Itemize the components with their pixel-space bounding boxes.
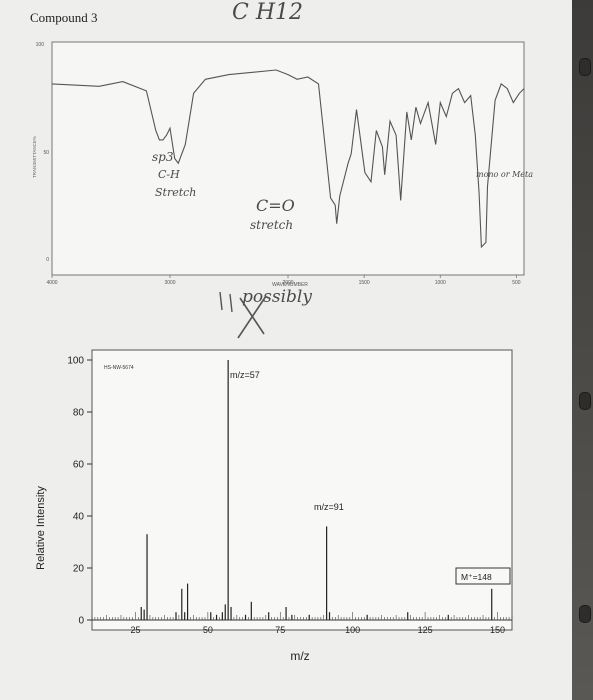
- ms-x-tick-label: 50: [203, 625, 213, 635]
- ir-spectrum-chart: 100 50 0 TRANSMITTANCE% 4000 3000 2000 1500…: [32, 41, 525, 288]
- ms-y-tick-label: 100: [67, 356, 84, 367]
- ir-y-top-label: 100: [36, 42, 45, 48]
- ir-y-axis-label: TRANSMITTANCE%: [32, 136, 37, 178]
- ir-x-ticks: 4000 3000 2000 1500 1000 500: [46, 275, 521, 286]
- ir-note-ch: C-H: [158, 168, 180, 181]
- ir-spectrum-line: [51, 69, 525, 249]
- binder-clip-bottom: [579, 605, 591, 623]
- compound-label: Compound 3: [30, 10, 98, 25]
- ms-y-axis-label: Relative Intensity: [35, 486, 47, 570]
- ir-x-tick-label: 500: [512, 280, 521, 286]
- ms-source-id: HS-NW-5674: [104, 365, 134, 371]
- formula-note: C H12: [232, 0, 304, 25]
- ir-y-bottom-label: 0: [46, 257, 49, 263]
- ir-note-possibly: possibly: [242, 287, 312, 307]
- ms-y-tick-label: 20: [73, 564, 85, 575]
- mass-spectrum-chart: 0 20 40 60 80 100 25 50 75 100 125 150 Relative In…: [35, 349, 513, 663]
- ms-annot-57: m/z=57: [230, 370, 260, 380]
- ms-x-ticks: 25 50 75 100 125 150: [91, 612, 513, 635]
- ir-note-stretch: Stretch: [155, 186, 197, 199]
- ms-y-tick-label: 40: [73, 512, 85, 523]
- ms-x-tick-label: 150: [490, 625, 505, 635]
- ir-note-sp3: sp3: [152, 150, 174, 164]
- ms-y-tick-label: 60: [73, 460, 85, 471]
- ir-x-tick-label: 1000: [435, 280, 446, 286]
- ir-note-co: C=O: [256, 196, 295, 215]
- ms-mplus-box: [455, 567, 511, 585]
- ir-x-tick-label: 3000: [164, 280, 175, 286]
- ir-note-mono-meta: mono or Meta: [476, 170, 534, 179]
- ir-x-tick-label: 1500: [359, 280, 370, 286]
- ms-annot-mplus: M⁺=148: [461, 572, 492, 582]
- binder-clip-middle: [579, 392, 591, 410]
- binder-clip-top: [579, 58, 591, 76]
- ir-x-axis-label: WAVENUMBER: [272, 282, 308, 288]
- table-edge: [572, 0, 593, 700]
- ms-plot-frame: [91, 349, 513, 631]
- ms-y-ticks: 0 20 40 60 80 100: [67, 356, 92, 627]
- ms-x-tick-label: 25: [130, 625, 140, 635]
- ms-y-tick-label: 0: [78, 616, 84, 627]
- handwritten-cross: [219, 291, 267, 339]
- ir-note-co-stretch: stretch: [250, 218, 294, 232]
- ms-y-tick-label: 80: [73, 408, 85, 419]
- ms-x-tick-label: 100: [345, 625, 360, 635]
- ir-x-tick-label: 2000: [282, 280, 293, 286]
- ms-x-axis-label: m/z: [290, 649, 309, 663]
- ms-x-tick-label: 125: [418, 625, 433, 635]
- ir-y-mid-label: 50: [43, 150, 49, 156]
- ir-plot-frame: [51, 41, 525, 276]
- ms-peaks: [140, 360, 493, 620]
- ms-annot-91: m/z=91: [314, 502, 344, 512]
- ir-x-tick-label: 4000: [46, 280, 57, 286]
- ms-x-tick-label: 75: [275, 625, 285, 635]
